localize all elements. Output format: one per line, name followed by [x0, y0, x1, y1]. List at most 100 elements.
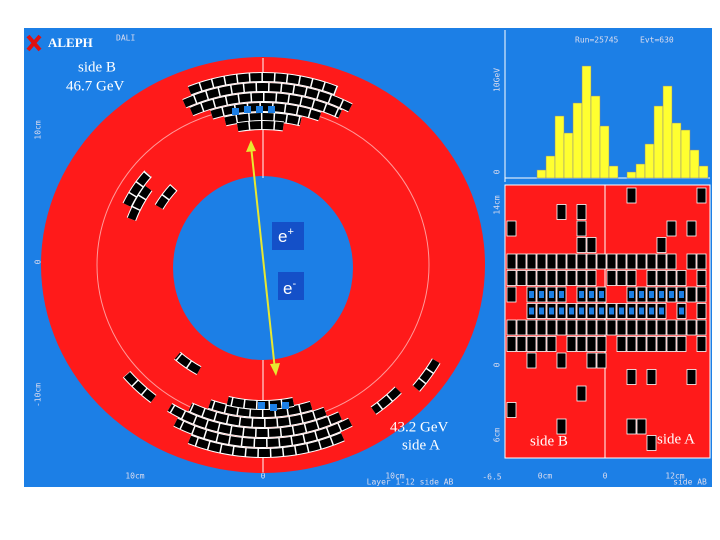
tower-arc — [188, 403, 327, 427]
axis-label: 12cm — [665, 472, 684, 481]
lego-cell — [576, 319, 587, 336]
lego-cell — [556, 319, 567, 336]
lego-cell — [506, 286, 517, 303]
label-charge: + — [287, 226, 293, 238]
lego-cell — [696, 187, 707, 204]
logo-mark — [26, 34, 42, 52]
lego-core — [539, 291, 544, 298]
lego-cell — [586, 336, 597, 352]
label-base: e — [283, 279, 292, 298]
tower-arc — [224, 113, 302, 126]
lego-cell — [696, 270, 707, 286]
run-number: Run=25745 — [575, 36, 619, 45]
lego-cell — [586, 319, 597, 336]
axis-label: 10cm — [125, 472, 144, 481]
arrow-head — [270, 363, 280, 376]
tower-arc — [188, 73, 338, 95]
lego-cell — [616, 319, 627, 336]
hist-bar — [680, 129, 691, 179]
lego-cell — [666, 336, 677, 352]
lego-cell — [636, 336, 647, 352]
hist-bar — [644, 143, 655, 179]
lego-cell — [526, 270, 537, 286]
tower-arc — [174, 352, 201, 375]
lego-cell — [676, 270, 687, 286]
hist-bar — [626, 171, 637, 179]
tower-arc — [182, 83, 353, 112]
lego-cell — [586, 270, 597, 286]
lego-cell — [696, 336, 707, 352]
energy-label: 43.2 GeV — [390, 419, 448, 435]
hist-bar — [590, 95, 601, 179]
lego-cell — [536, 336, 547, 352]
lego-cell — [596, 319, 607, 336]
lego-core — [599, 291, 604, 298]
lego-core — [679, 307, 684, 315]
lego-cell — [626, 418, 637, 435]
lego-core — [579, 291, 584, 298]
lego-cell — [686, 286, 697, 303]
lego-cell — [546, 253, 557, 270]
tower-arc — [189, 93, 342, 118]
lego-cell — [566, 336, 577, 352]
lego-cell — [686, 253, 697, 270]
lego-cell — [636, 319, 647, 336]
lego-cell — [556, 270, 567, 286]
lego-cell — [516, 270, 527, 286]
lego-cell — [686, 319, 697, 336]
core-cell — [258, 402, 265, 409]
tower-arc — [123, 171, 152, 207]
lego-cell — [666, 319, 677, 336]
lego-cell — [516, 253, 527, 270]
lego-cell — [556, 352, 567, 369]
lego-cell — [506, 402, 517, 418]
lego-core — [579, 307, 584, 315]
lego-cell — [616, 336, 627, 352]
lego-cell — [566, 319, 577, 336]
side-label: side A — [402, 437, 440, 453]
lego-cell — [516, 319, 527, 336]
hist-bar — [536, 169, 547, 179]
lego-cell — [656, 319, 667, 336]
hist-bar — [599, 125, 610, 179]
label-base: e — [278, 227, 287, 246]
axis-label: -6.5 — [482, 473, 501, 482]
lego-cell — [506, 336, 517, 352]
hist-bar — [635, 163, 646, 179]
side-label: side B — [530, 433, 568, 449]
lego-core — [609, 307, 614, 315]
lego-cell — [526, 352, 537, 369]
lego-core — [659, 307, 664, 315]
lego-core — [619, 307, 624, 315]
lego-core — [639, 291, 644, 298]
lego-cell — [606, 319, 617, 336]
lego-cell — [516, 336, 527, 352]
tower-arc — [173, 418, 353, 447]
lego-core — [669, 291, 674, 298]
lego-cell — [686, 220, 697, 237]
lego-core — [559, 307, 564, 315]
lego-core — [599, 307, 604, 315]
label-box — [272, 222, 304, 250]
lego-cell — [626, 319, 637, 336]
lego-cell — [506, 253, 517, 270]
lego-cell — [506, 319, 517, 336]
lego-cell — [676, 336, 687, 352]
lego-plot — [504, 184, 711, 459]
lego-cell — [646, 270, 657, 286]
lego-cell — [536, 319, 547, 336]
lego-cell — [646, 253, 657, 270]
positron-label: e+ — [278, 226, 294, 247]
lego-core — [649, 291, 654, 298]
tower-arc — [155, 184, 177, 210]
lego-cell — [526, 253, 537, 270]
lego-cell — [656, 270, 667, 286]
lego-cell — [666, 253, 677, 270]
lego-cell — [616, 253, 627, 270]
axis-label: 0 — [493, 362, 502, 367]
core-cell — [232, 108, 239, 115]
axis-label: 10cm — [385, 472, 404, 481]
lego-cell — [556, 204, 567, 220]
lego-cell — [556, 418, 567, 435]
